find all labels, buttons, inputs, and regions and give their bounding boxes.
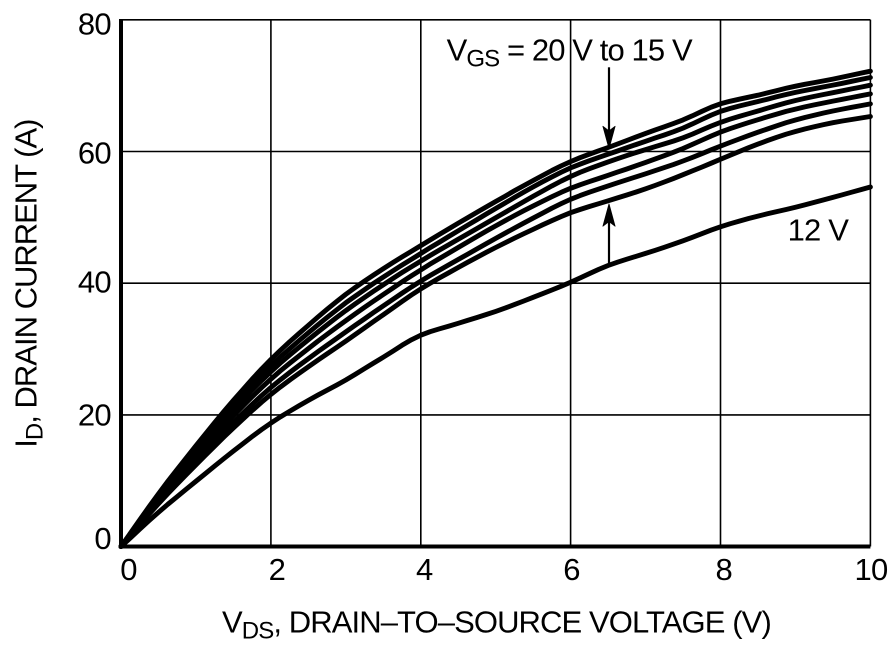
svg-text:0: 0 <box>94 521 111 556</box>
svg-text:ID, DRAIN CURRENT (A): ID, DRAIN CURRENT (A) <box>9 120 49 448</box>
svg-text:6: 6 <box>563 552 579 587</box>
svg-text:10: 10 <box>855 552 888 587</box>
svg-text:8: 8 <box>715 552 731 587</box>
svg-text:60: 60 <box>78 136 111 171</box>
svg-text:2: 2 <box>269 552 285 587</box>
svg-text:80: 80 <box>78 7 111 42</box>
svg-text:0: 0 <box>120 552 137 587</box>
svg-text:12 V: 12 V <box>788 213 850 248</box>
svg-text:4: 4 <box>416 552 433 587</box>
svg-text:20: 20 <box>78 398 111 433</box>
svg-text:VDS, DRAIN–TO–SOURCE VOLTAGE (: VDS, DRAIN–TO–SOURCE VOLTAGE (V) <box>222 605 771 645</box>
svg-text:40: 40 <box>78 265 111 300</box>
